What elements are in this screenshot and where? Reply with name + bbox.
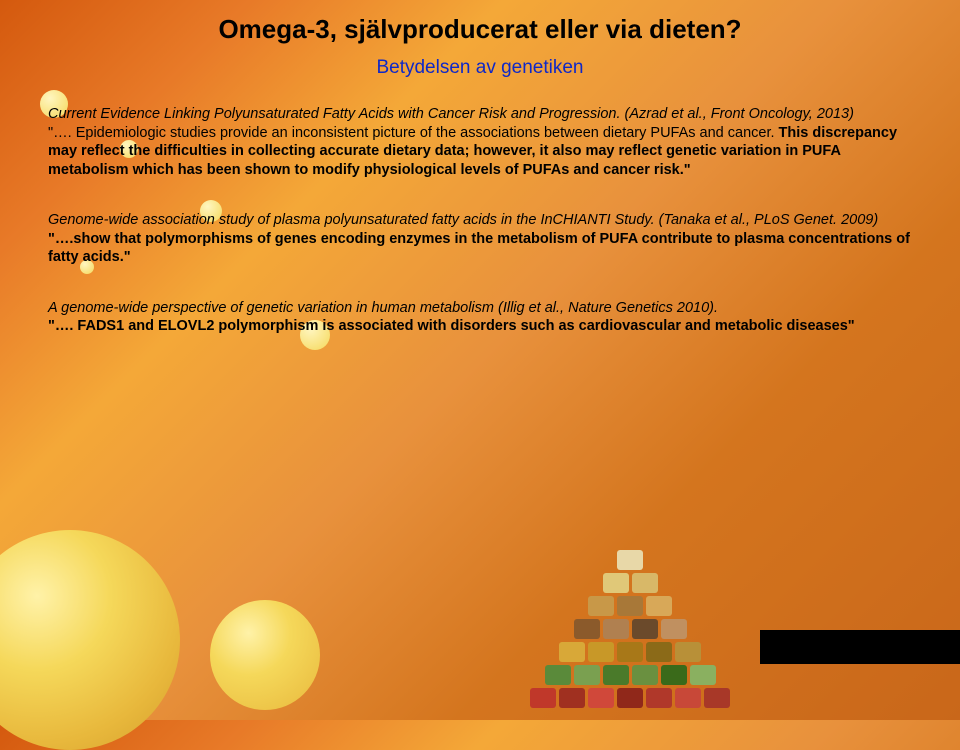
pyramid-item xyxy=(574,665,600,685)
pyramid-item xyxy=(588,642,614,662)
pyramid-item xyxy=(530,688,556,708)
paragraph-2-bold: "….show that polymorphisms of genes enco… xyxy=(48,231,910,266)
pyramid-item xyxy=(646,642,672,662)
pyramid-item xyxy=(632,665,658,685)
pyramid-item xyxy=(545,665,571,685)
page-title: Omega-3, självproducerat eller via diete… xyxy=(48,14,912,45)
pyramid-item xyxy=(675,642,701,662)
paragraph-2: Genome-wide association study of plasma … xyxy=(48,211,912,267)
pyramid-item xyxy=(588,596,614,616)
pyramid-item xyxy=(617,688,643,708)
paragraph-1: Current Evidence Linking Polyunsaturated… xyxy=(48,105,912,179)
pyramid-item xyxy=(704,688,730,708)
pyramid-item xyxy=(632,573,658,593)
black-strip-graphic xyxy=(760,630,960,664)
pyramid-item xyxy=(646,596,672,616)
pyramid-item xyxy=(690,665,716,685)
citation-1: Current Evidence Linking Polyunsaturated… xyxy=(48,106,854,122)
pyramid-item xyxy=(646,688,672,708)
paragraph-3-bold: "…. FADS1 and ELOVL2 polymorphism is ass… xyxy=(48,318,855,334)
pyramid-row xyxy=(500,596,760,616)
pyramid-item xyxy=(588,688,614,708)
pyramid-item xyxy=(632,619,658,639)
food-pyramid-graphic xyxy=(500,550,760,710)
pyramid-item xyxy=(603,573,629,593)
pyramid-item xyxy=(661,619,687,639)
pyramid-row xyxy=(500,688,760,708)
paragraph-1-lead: "…. Epidemiologic studies provide an inc… xyxy=(48,125,779,141)
pyramid-row xyxy=(500,642,760,662)
pyramid-item xyxy=(603,665,629,685)
pyramid-row xyxy=(500,573,760,593)
citation-2: Genome-wide association study of plasma … xyxy=(48,212,878,228)
pyramid-item xyxy=(603,619,629,639)
pyramid-item xyxy=(661,665,687,685)
pyramid-row xyxy=(500,665,760,685)
pyramid-item xyxy=(617,642,643,662)
pyramid-item xyxy=(675,688,701,708)
page-subtitle: Betydelsen av genetiken xyxy=(48,57,912,79)
citation-3: A genome-wide perspective of genetic var… xyxy=(48,300,718,316)
pyramid-item xyxy=(559,688,585,708)
paragraph-3: A genome-wide perspective of genetic var… xyxy=(48,299,912,336)
pyramid-row xyxy=(500,619,760,639)
pyramid-row xyxy=(500,550,760,570)
pyramid-item xyxy=(617,596,643,616)
pyramid-item xyxy=(559,642,585,662)
pyramid-item xyxy=(574,619,600,639)
pyramid-item xyxy=(617,550,643,570)
